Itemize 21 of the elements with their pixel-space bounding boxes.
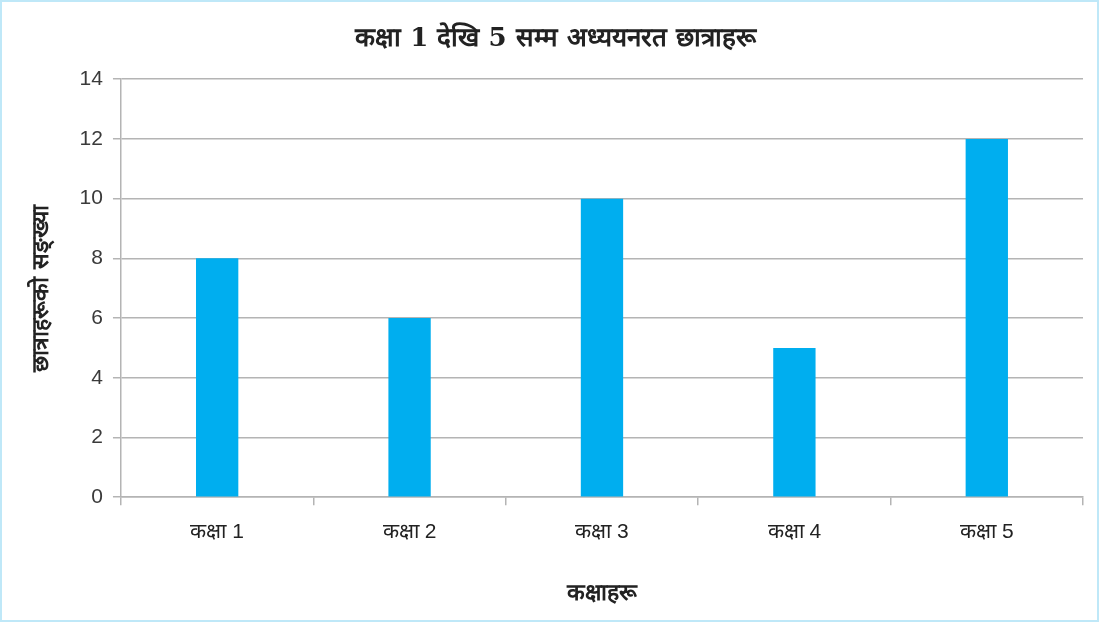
x-tick-label: कक्षा 1 <box>190 518 244 542</box>
y-tick-label: 12 <box>79 125 103 149</box>
y-axis-title: छात्राहरूको सङ्ख्या <box>25 203 55 373</box>
y-tick-label: 2 <box>91 424 103 448</box>
y-tick-label: 4 <box>91 364 104 388</box>
bar <box>388 318 431 497</box>
y-tick-label: 14 <box>79 66 104 89</box>
x-tick-label: कक्षा 2 <box>382 518 437 542</box>
chart-title: कक्षा 1 देखि 5 सम्म अध्ययनरत छात्राहरू <box>354 22 758 53</box>
y-tick-label: 10 <box>79 185 103 209</box>
bar <box>196 258 239 497</box>
bar <box>773 347 816 497</box>
bar <box>580 198 624 497</box>
y-tick-label: 0 <box>91 484 103 507</box>
y-tick-label: 8 <box>91 245 103 269</box>
x-tick-label: कक्षा 3 <box>575 518 629 542</box>
x-tick-label: कक्षा 5 <box>960 518 1014 542</box>
y-tick-label: 6 <box>91 304 103 328</box>
x-tick-label: कक्षा 4 <box>767 518 822 542</box>
bar <box>965 138 1008 497</box>
x-axis-title: कक्षाहरू <box>565 578 638 606</box>
